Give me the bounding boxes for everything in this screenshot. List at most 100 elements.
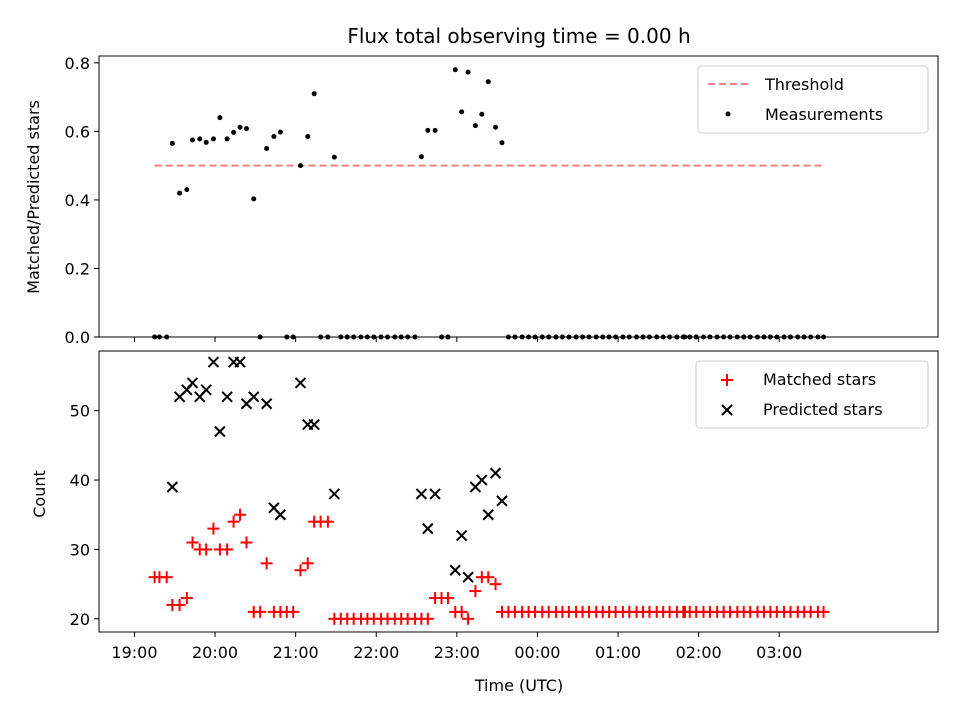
legend-predicted-label: Predicted stars <box>763 400 883 419</box>
bottom-legend-box <box>695 360 929 429</box>
measurement-point <box>499 140 505 146</box>
matched-star-point <box>240 536 253 549</box>
predicted-star-point <box>455 529 468 542</box>
matched-star-point <box>321 515 334 528</box>
predicted-star-point <box>207 356 220 368</box>
matched-star-point <box>455 605 468 618</box>
top-axes-frame <box>98 55 939 338</box>
x-tick-label: 02:00 <box>676 643 722 662</box>
predicted-star-point <box>422 522 434 535</box>
x-tick-label: 22:00 <box>353 643 399 662</box>
measurement-point <box>472 123 478 129</box>
x-tick-label: 00:00 <box>514 643 560 662</box>
top-y-axis-label: Matched/Predicted stars <box>24 100 43 294</box>
matched-star-point <box>260 557 273 570</box>
x-axis-label: Time (UTC) <box>474 676 563 695</box>
top-y-tick-label: 0.6 <box>65 122 90 141</box>
measurement-point <box>197 136 203 142</box>
predicted-star-point <box>274 509 287 521</box>
matched-star-point <box>221 543 234 556</box>
matched-star-point <box>207 522 220 535</box>
top-legend: Threshold Measurements <box>697 65 929 134</box>
legend-measurements-marker <box>725 111 731 117</box>
predicted-star-point <box>328 488 341 500</box>
top-axes: Flux total observing time = 0.00 h Match… <box>24 24 939 347</box>
top-y-tick-label: 0.8 <box>65 54 90 73</box>
matched-star-point <box>173 598 186 611</box>
measurement-point <box>203 139 209 145</box>
measurement-point <box>251 196 257 202</box>
top-legend-box <box>697 65 929 134</box>
predicted-star-point <box>200 384 212 396</box>
predicted-star-point <box>248 391 260 403</box>
top-y-ticks: 0.0 0.2 0.4 0.6 0.8 <box>65 54 99 347</box>
measurement-point <box>264 146 270 152</box>
measurement-point <box>485 79 491 85</box>
matched-star-point <box>227 515 240 528</box>
top-x-ticks <box>133 337 780 342</box>
matched-star-point <box>301 557 314 570</box>
chart-title: Flux total observing time = 0.00 h <box>347 24 690 48</box>
measurement-point <box>493 124 499 130</box>
predicted-star-point <box>166 481 179 493</box>
matched-star-point <box>817 605 830 618</box>
predicted-star-point <box>234 356 246 368</box>
measurement-point <box>305 134 311 140</box>
predicted-star-point <box>415 488 428 500</box>
matched-star-point <box>200 543 213 556</box>
bottom-plot-area <box>148 356 830 625</box>
bottom-y-tick-label: 50 <box>70 402 90 421</box>
predicted-star-point <box>496 495 508 507</box>
top-y-tick-label: 0.4 <box>65 191 90 210</box>
measurement-point <box>297 163 303 169</box>
measurement-point <box>432 127 438 133</box>
predicted-star-point <box>214 425 226 438</box>
measurement-point <box>277 129 283 135</box>
x-tick-label: 20:00 <box>192 643 238 662</box>
measurement-point <box>465 69 471 75</box>
predicted-star-point <box>429 488 441 500</box>
legend-measurements-label: Measurements <box>765 105 883 124</box>
measurement-point <box>452 67 458 73</box>
bottom-y-tick-label: 40 <box>70 471 90 490</box>
predicted-star-point <box>308 418 320 431</box>
bottom-legend: Matched stars Predicted stars <box>695 360 929 429</box>
measurement-point <box>231 129 237 135</box>
measurement-point <box>177 190 183 196</box>
measurement-point <box>243 126 249 132</box>
bottom-y-ticks: 20 30 40 50 <box>70 402 99 629</box>
legend-matched-marker <box>721 374 733 386</box>
predicted-star-point <box>489 467 502 479</box>
measurement-point <box>210 136 216 142</box>
matched-star-point <box>421 612 434 625</box>
measurement-point <box>459 109 465 115</box>
measurement-point <box>224 136 230 142</box>
predicted-star-point <box>462 571 474 583</box>
predicted-star-point <box>260 398 273 410</box>
matched-star-point <box>441 592 454 605</box>
matched-star-point <box>287 605 300 618</box>
bottom-y-tick-label: 30 <box>70 540 90 559</box>
matched-star-point <box>186 536 199 549</box>
predicted-star-point <box>294 377 307 389</box>
matched-star-point <box>489 578 502 591</box>
matched-star-point <box>469 585 482 598</box>
measurement-point <box>184 187 190 193</box>
legend-predicted-marker <box>721 404 733 416</box>
bottom-axes-frame <box>98 350 939 633</box>
matched-star-point <box>254 605 267 618</box>
x-tick-label: 23:00 <box>434 643 480 662</box>
measurement-point <box>425 127 431 133</box>
predicted-star-point <box>186 377 199 389</box>
predicted-star-point <box>449 564 461 576</box>
x-tick-label: 19:00 <box>111 643 157 662</box>
top-y-tick-label: 0.2 <box>65 259 90 278</box>
measurement-point <box>217 115 223 121</box>
x-tick-label: 03:00 <box>756 643 802 662</box>
measurement-point <box>479 111 485 117</box>
measurement-point <box>169 140 175 146</box>
bottom-x-ticks: 19:00 20:00 21:00 22:00 23:00 00:00 01:00 02:00… <box>111 632 802 662</box>
measurement-point <box>331 154 337 160</box>
measurement-point <box>271 134 277 140</box>
